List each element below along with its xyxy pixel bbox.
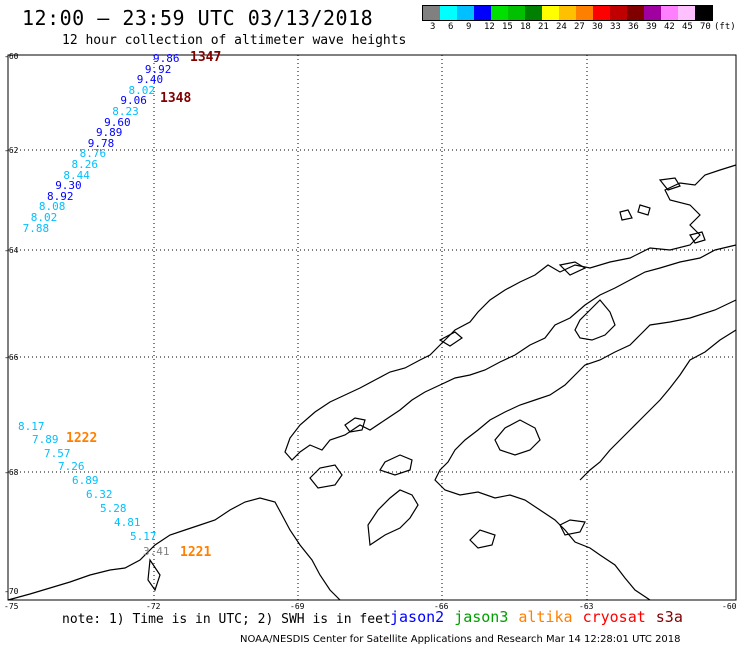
legend-swatch [508, 6, 525, 20]
lon-label: -60 [722, 602, 737, 611]
credit-line: NOAA/NESDIS Center for Satellite Applica… [240, 634, 681, 645]
lat-label: -66 [4, 353, 19, 362]
wave-height-value: 5.28 [100, 502, 127, 515]
legend-tick: 33 [610, 22, 621, 32]
wave-height-value: 8.76 [79, 147, 107, 161]
wave-height-value: 8.02 [128, 83, 156, 97]
lat-label: -68 [4, 468, 19, 477]
satellite-legend: jason2 jason3 altika cryosat s3a [390, 608, 693, 626]
wave-height-value: 8.02 [30, 211, 58, 224]
legend-swatch [525, 6, 542, 20]
satellite-jason2: jason2 [390, 608, 445, 626]
orbit-label-1348: 1348 [160, 91, 192, 106]
orbit-label-1221: 1221 [180, 545, 212, 560]
legend-tick: 6 [448, 22, 454, 32]
wave-height-value: 6.89 [72, 474, 99, 487]
legend-tick: 45 [682, 22, 693, 32]
coastline [7, 164, 737, 601]
lat-label: -64 [4, 246, 19, 255]
wave-height-value: 9.86 [153, 52, 180, 65]
lat-label: -70 [4, 587, 19, 596]
legend-tick: 3 [430, 22, 436, 32]
satellite-s3a: s3a [655, 608, 683, 626]
footnote: note: 1) Time is in UTC; 2) SWH is in fe… [62, 612, 391, 627]
wave-height-value: 6.32 [86, 488, 113, 501]
wave-height-value: 5.17 [130, 530, 157, 543]
wave-height-value: 8.17 [18, 420, 45, 433]
satellite-jason3: jason3 [454, 608, 509, 626]
lon-label: -69 [290, 602, 305, 611]
legend-swatch [542, 6, 559, 20]
wave-height-value: 9.40 [136, 73, 164, 87]
wave-height-value: 8.26 [71, 158, 99, 171]
legend-swatch [576, 6, 593, 20]
lon-label: -66 [434, 602, 449, 611]
legend-swatch [457, 6, 474, 20]
legend-swatch [474, 6, 491, 20]
lon-label: -72 [146, 602, 161, 611]
lat-label: -62 [4, 146, 19, 155]
legend-swatch [423, 6, 440, 20]
wave-height-value: 7.57 [44, 447, 71, 460]
wave-height-value: 9.30 [55, 179, 82, 193]
legend-swatch [678, 6, 695, 20]
legend-swatch [610, 6, 627, 20]
wave-height-value: 9.89 [95, 126, 123, 140]
legend-tick: 24 [556, 22, 567, 32]
wave-height-value: 8.44 [63, 168, 90, 182]
wave-height-value: 3.41 [143, 545, 170, 558]
lon-label: -75 [4, 602, 19, 611]
map-title: 12:00 – 23:59 UTC 03/13/2018 [22, 6, 374, 30]
wave-height-value: 8.23 [112, 105, 139, 118]
legend-swatch [593, 6, 610, 20]
wave-height-value: 7.88 [22, 221, 50, 235]
legend-tick: 70 [700, 22, 711, 32]
legend-tick: 39 [646, 22, 657, 32]
legend-tick: 18 [520, 22, 531, 32]
wave-height-value: 8.92 [47, 189, 74, 203]
legend-tick: (ft) [714, 22, 736, 32]
color-legend [422, 5, 713, 21]
satellite-cryosat: cryosat [582, 608, 646, 626]
lat-label: -60 [4, 52, 19, 61]
wave-height-value: 9.92 [144, 62, 172, 76]
lon-label: -63 [579, 602, 594, 611]
legend-swatch [695, 6, 712, 20]
legend-tick: 27 [574, 22, 585, 32]
satellite-altika: altika [518, 608, 573, 626]
orbit-label-1347: 1347 [190, 50, 222, 65]
legend-tick: 21 [538, 22, 549, 32]
wave-height-value: 4.81 [114, 516, 141, 529]
graticule [8, 55, 736, 600]
wave-height-value: 9.60 [104, 115, 131, 129]
wave-height-value: 9.78 [87, 136, 115, 150]
orbit-label-1222: 1222 [66, 431, 98, 446]
wave-height-value: 7.89 [32, 433, 59, 446]
legend-tick: 12 [484, 22, 495, 32]
legend-swatch [627, 6, 644, 20]
wave-height-value: 9.06 [120, 94, 147, 108]
legend-swatch [440, 6, 457, 20]
legend-tick: 30 [592, 22, 603, 32]
legend-swatch [491, 6, 508, 20]
legend-tick: 42 [664, 22, 675, 32]
map-subtitle: 12 hour collection of altimeter wave hei… [62, 33, 407, 48]
legend-tick: 9 [466, 22, 472, 32]
legend-tick: 36 [628, 22, 639, 32]
wave-height-value: 8.08 [38, 200, 66, 214]
legend-tick: 15 [502, 22, 513, 32]
legend-swatch [661, 6, 678, 20]
legend-swatch [559, 6, 576, 20]
map-frame [7, 54, 737, 601]
legend-swatch [644, 6, 661, 20]
wave-height-value: 7.26 [58, 460, 85, 473]
